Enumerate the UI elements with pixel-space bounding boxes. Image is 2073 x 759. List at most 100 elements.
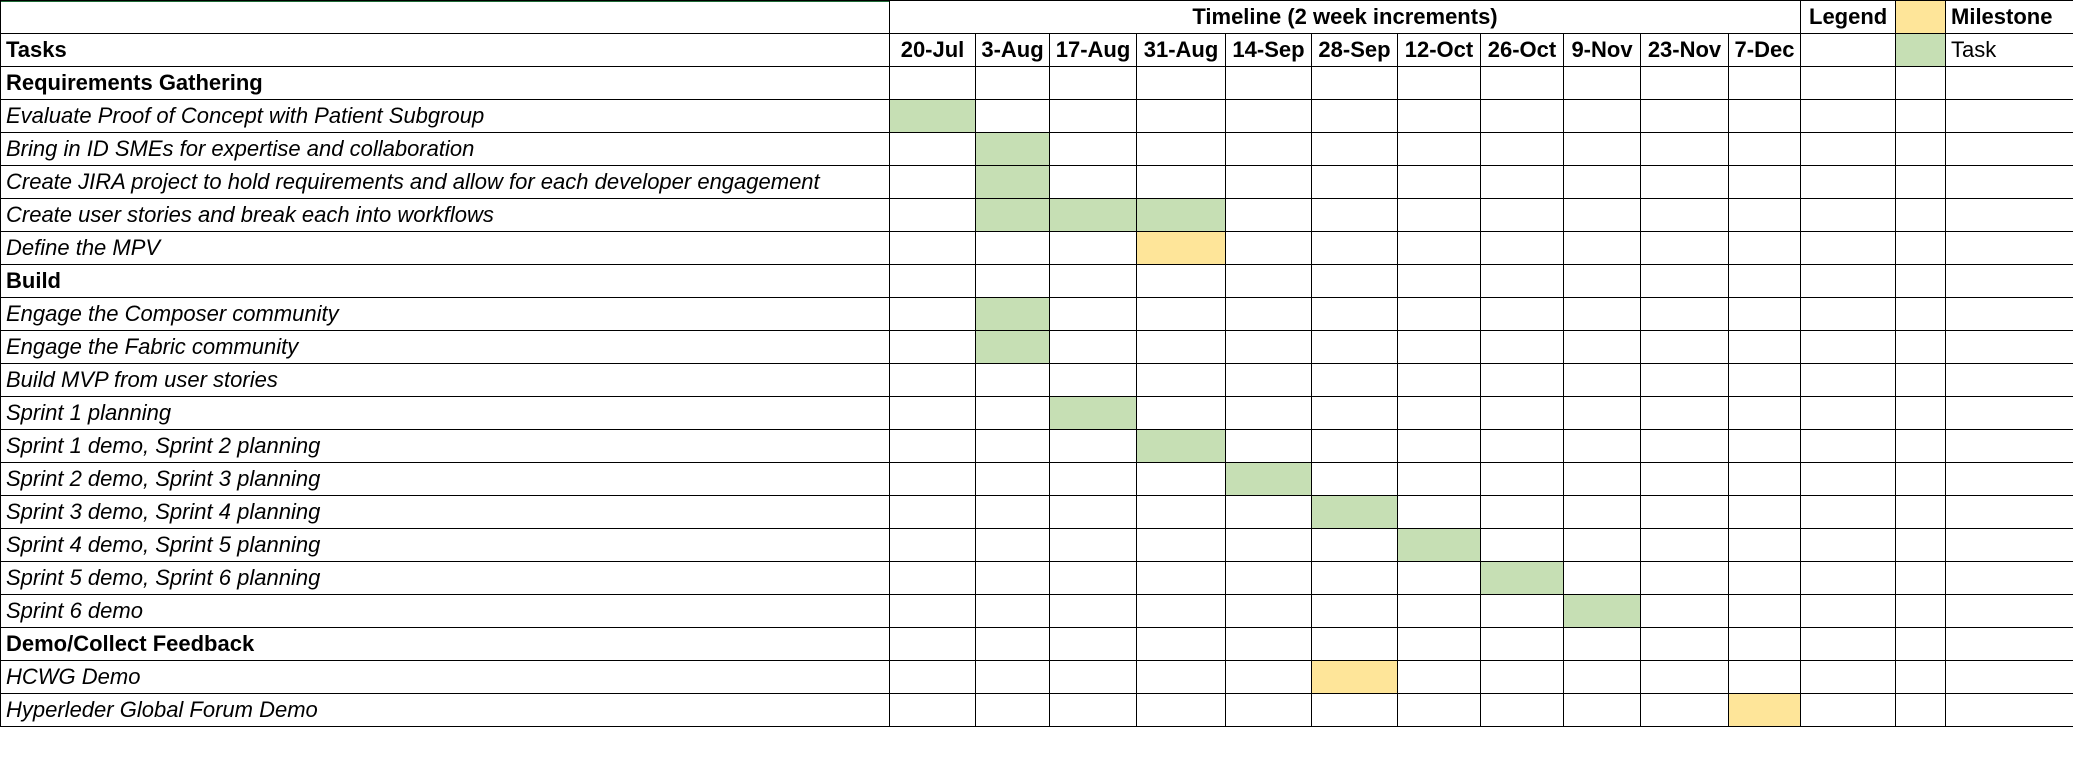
- timeline-cell[interactable]: [1136, 132, 1226, 166]
- timeline-cell[interactable]: [1311, 627, 1398, 661]
- task-bar-cell[interactable]: [1049, 396, 1137, 430]
- legend-column-cell[interactable]: [1800, 528, 1896, 562]
- timeline-cell[interactable]: [1480, 363, 1564, 397]
- timeline-cell[interactable]: [1728, 660, 1801, 694]
- timeline-cell[interactable]: [1480, 693, 1564, 727]
- timeline-cell[interactable]: [889, 462, 976, 496]
- timeline-cell[interactable]: [1049, 627, 1137, 661]
- timeline-cell[interactable]: [1640, 660, 1729, 694]
- task-label[interactable]: Sprint 3 demo, Sprint 4 planning: [0, 495, 890, 529]
- legend-column-cell[interactable]: [1800, 660, 1896, 694]
- legend-column-cell[interactable]: [1895, 231, 1946, 265]
- timeline-cell[interactable]: [1311, 132, 1398, 166]
- timeline-cell[interactable]: [1480, 594, 1564, 628]
- timeline-cell[interactable]: [1397, 693, 1481, 727]
- timeline-cell[interactable]: [1311, 297, 1398, 331]
- timeline-cell[interactable]: [1397, 561, 1481, 595]
- timeline-cell[interactable]: [1640, 231, 1729, 265]
- legend-column-cell[interactable]: [1895, 693, 1946, 727]
- date-header-17-aug[interactable]: 17-Aug: [1049, 33, 1137, 67]
- milestone-cell[interactable]: [1728, 693, 1801, 727]
- timeline-cell[interactable]: [1311, 165, 1398, 199]
- legend-column-cell[interactable]: [1945, 561, 2073, 595]
- timeline-cell[interactable]: [1640, 429, 1729, 463]
- timeline-cell[interactable]: [1728, 528, 1801, 562]
- timeline-cell[interactable]: [1397, 627, 1481, 661]
- timeline-cell[interactable]: [1225, 231, 1312, 265]
- timeline-cell[interactable]: [975, 594, 1050, 628]
- legend-column-cell[interactable]: [1800, 99, 1896, 133]
- timeline-cell[interactable]: [889, 660, 976, 694]
- timeline-cell[interactable]: [1397, 495, 1481, 529]
- timeline-cell[interactable]: [1311, 396, 1398, 430]
- timeline-cell[interactable]: [1136, 561, 1226, 595]
- timeline-cell[interactable]: [1049, 66, 1137, 100]
- timeline-cell[interactable]: [975, 528, 1050, 562]
- date-header-9-nov[interactable]: 9-Nov: [1563, 33, 1641, 67]
- timeline-cell[interactable]: [1728, 495, 1801, 529]
- timeline-cell[interactable]: [1728, 561, 1801, 595]
- timeline-cell[interactable]: [1136, 297, 1226, 331]
- timeline-cell[interactable]: [1311, 99, 1398, 133]
- timeline-cell[interactable]: [889, 528, 976, 562]
- task-bar-cell[interactable]: [1397, 528, 1481, 562]
- timeline-cell[interactable]: [1640, 330, 1729, 364]
- task-label[interactable]: Sprint 4 demo, Sprint 5 planning: [0, 528, 890, 562]
- legend-column-cell[interactable]: [1800, 561, 1896, 595]
- timeline-cell[interactable]: [889, 66, 976, 100]
- timeline-cell[interactable]: [1225, 330, 1312, 364]
- legend-column-cell[interactable]: [1945, 231, 2073, 265]
- timeline-cell[interactable]: [1397, 132, 1481, 166]
- timeline-cell[interactable]: [1225, 660, 1312, 694]
- timeline-cell[interactable]: [1563, 198, 1641, 232]
- section-label[interactable]: Demo/Collect Feedback: [0, 627, 890, 661]
- timeline-cell[interactable]: [1225, 264, 1312, 298]
- legend-column-cell[interactable]: [1800, 693, 1896, 727]
- timeline-cell[interactable]: [889, 231, 976, 265]
- timeline-cell[interactable]: [1480, 264, 1564, 298]
- timeline-cell[interactable]: [1049, 264, 1137, 298]
- legend-column-cell[interactable]: [1945, 198, 2073, 232]
- date-header-28-sep[interactable]: 28-Sep: [1311, 33, 1398, 67]
- timeline-cell[interactable]: [1311, 264, 1398, 298]
- task-label[interactable]: Hyperleder Global Forum Demo: [0, 693, 890, 727]
- legend-column-cell[interactable]: [1800, 396, 1896, 430]
- blank-header-cell[interactable]: [0, 0, 890, 34]
- timeline-cell[interactable]: [1480, 429, 1564, 463]
- timeline-cell[interactable]: [1640, 528, 1729, 562]
- timeline-cell[interactable]: [1136, 330, 1226, 364]
- legend-column-cell[interactable]: [1800, 363, 1896, 397]
- legend-column-cell[interactable]: [1945, 429, 2073, 463]
- timeline-cell[interactable]: [1563, 330, 1641, 364]
- timeline-cell[interactable]: [1480, 528, 1564, 562]
- timeline-cell[interactable]: [1728, 132, 1801, 166]
- timeline-cell[interactable]: [1563, 693, 1641, 727]
- timeline-cell[interactable]: [1225, 429, 1312, 463]
- legend-column-cell[interactable]: [1945, 528, 2073, 562]
- legend-column-cell[interactable]: [1895, 495, 1946, 529]
- timeline-cell[interactable]: [1049, 429, 1137, 463]
- date-header-31-aug[interactable]: 31-Aug: [1136, 33, 1226, 67]
- timeline-cell[interactable]: [1049, 132, 1137, 166]
- timeline-cell[interactable]: [889, 132, 976, 166]
- task-label[interactable]: Engage the Composer community: [0, 297, 890, 331]
- timeline-cell[interactable]: [1480, 495, 1564, 529]
- timeline-cell[interactable]: [889, 297, 976, 331]
- task-label[interactable]: Sprint 5 demo, Sprint 6 planning: [0, 561, 890, 595]
- legend-column-cell[interactable]: [1895, 429, 1946, 463]
- timeline-cell[interactable]: [1397, 594, 1481, 628]
- legend-column-cell[interactable]: [1895, 198, 1946, 232]
- timeline-cell[interactable]: [1397, 231, 1481, 265]
- legend-column-cell[interactable]: [1895, 66, 1946, 100]
- legend-column-cell[interactable]: [1800, 429, 1896, 463]
- timeline-cell[interactable]: [1397, 396, 1481, 430]
- task-label[interactable]: Define the MPV: [0, 231, 890, 265]
- timeline-cell[interactable]: [975, 231, 1050, 265]
- legend-column-cell[interactable]: [1895, 264, 1946, 298]
- timeline-cell[interactable]: [889, 330, 976, 364]
- legend-column-cell[interactable]: [1945, 495, 2073, 529]
- timeline-cell[interactable]: [1136, 594, 1226, 628]
- timeline-cell[interactable]: [1049, 462, 1137, 496]
- timeline-cell[interactable]: [975, 66, 1050, 100]
- legend-title[interactable]: Legend: [1800, 0, 1896, 34]
